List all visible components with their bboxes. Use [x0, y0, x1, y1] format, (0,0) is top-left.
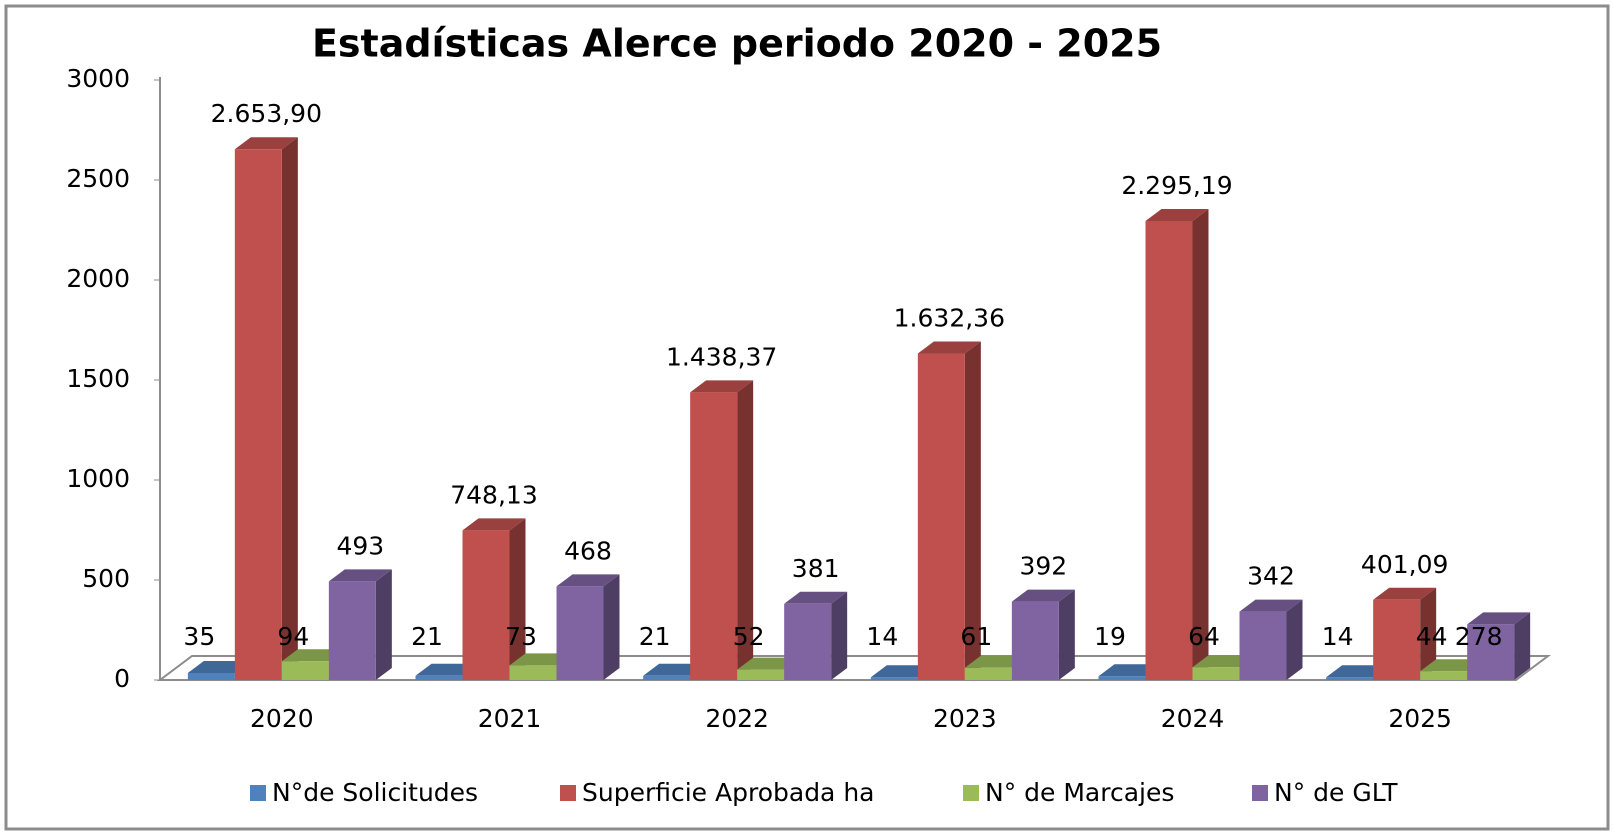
- data-label: 61: [960, 622, 992, 651]
- bar: [281, 661, 329, 680]
- bar: [1011, 601, 1059, 680]
- data-label: 342: [1247, 562, 1295, 591]
- bar-top: [917, 341, 981, 354]
- x-tick-label: 2020: [250, 704, 314, 733]
- y-tick-label: 0: [114, 664, 130, 693]
- bar: [187, 673, 235, 680]
- legend-label: N° de GLT: [1274, 778, 1398, 807]
- data-label: 64: [1188, 622, 1220, 651]
- bar-side: [281, 137, 298, 681]
- bar-top: [234, 137, 298, 150]
- bar: [870, 677, 918, 680]
- bar-top: [1467, 612, 1531, 625]
- data-label: 52: [733, 622, 765, 651]
- bar: [234, 149, 282, 681]
- data-label: 21: [639, 622, 671, 651]
- bar-top: [328, 569, 392, 582]
- data-label: 2.295,19: [1121, 171, 1232, 200]
- x-tick-label: 2025: [1388, 704, 1452, 733]
- bar-side: [1286, 599, 1303, 680]
- legend-label: N°de Solicitudes: [272, 778, 478, 807]
- bar: [1145, 220, 1193, 680]
- data-label: 381: [792, 554, 840, 583]
- data-label: 19: [1094, 622, 1126, 651]
- bar: [643, 675, 691, 680]
- bar-top: [556, 574, 620, 587]
- data-label: 1.438,37: [666, 342, 777, 371]
- bar-top: [1011, 589, 1075, 602]
- y-tick-label: 1500: [66, 364, 130, 393]
- data-label: 35: [183, 622, 215, 651]
- data-label: 468: [564, 536, 612, 565]
- x-tick-label: 2022: [705, 704, 769, 733]
- x-tick-label: 2023: [933, 704, 997, 733]
- bar-top: [1373, 587, 1437, 600]
- bar: [737, 669, 785, 680]
- data-label: 14: [1322, 622, 1354, 651]
- bar-side: [1058, 589, 1075, 680]
- bar-top: [690, 380, 754, 393]
- bar: [556, 586, 604, 680]
- data-label: 14: [866, 622, 898, 651]
- bar: [784, 603, 832, 680]
- bar-side: [1192, 208, 1209, 680]
- bar: [1098, 676, 1146, 680]
- bar: [415, 675, 463, 680]
- data-label: 748,13: [450, 480, 537, 509]
- bar: [1373, 599, 1421, 680]
- bar: [328, 581, 376, 680]
- bar: [1420, 671, 1468, 680]
- data-label: 278: [1455, 622, 1503, 651]
- data-label: 493: [336, 531, 384, 560]
- bar-top: [462, 518, 526, 531]
- bar-side: [737, 380, 754, 680]
- bar-side: [1420, 587, 1437, 680]
- bar: [1326, 677, 1374, 680]
- bar-side: [831, 591, 848, 680]
- legend-swatch: [560, 785, 576, 801]
- bar: [1192, 667, 1240, 680]
- legend-swatch: [1252, 785, 1268, 801]
- bar-side: [375, 569, 392, 680]
- bar-top: [1239, 599, 1303, 612]
- bar-side: [964, 341, 981, 680]
- legend-label: Superficie Aprobada ha: [582, 778, 875, 807]
- x-tick-label: 2021: [478, 704, 542, 733]
- data-label: 401,09: [1361, 550, 1448, 579]
- bar-top: [1145, 208, 1209, 221]
- data-label: 94: [277, 622, 309, 651]
- legend-swatch: [250, 785, 266, 801]
- x-tick-label: 2024: [1161, 704, 1225, 733]
- data-label: 21: [411, 622, 443, 651]
- y-tick-label: 3000: [66, 64, 130, 93]
- legend-swatch: [963, 785, 979, 801]
- bar: [1239, 611, 1287, 680]
- bar: [462, 530, 510, 680]
- bar-top: [784, 591, 848, 604]
- bar-side: [509, 518, 526, 680]
- data-label: 44: [1416, 622, 1448, 651]
- data-label: 73: [505, 622, 537, 651]
- bar: [964, 667, 1012, 680]
- y-tick-label: 500: [82, 564, 130, 593]
- bar: [690, 392, 738, 680]
- bar: [917, 353, 965, 680]
- bar-side: [603, 574, 620, 680]
- data-label: 2.653,90: [211, 99, 322, 128]
- data-label: 1.632,36: [894, 304, 1005, 333]
- y-tick-label: 1000: [66, 464, 130, 493]
- data-label: 392: [1019, 552, 1067, 581]
- y-tick-label: 2500: [66, 164, 130, 193]
- bar: [509, 665, 557, 680]
- bar: [1467, 624, 1515, 680]
- legend-label: N° de Marcajes: [985, 778, 1174, 807]
- y-tick-label: 2000: [66, 264, 130, 293]
- chart-title: Estadísticas Alerce periodo 2020 - 2025: [312, 22, 1162, 66]
- bar-side: [1514, 612, 1531, 680]
